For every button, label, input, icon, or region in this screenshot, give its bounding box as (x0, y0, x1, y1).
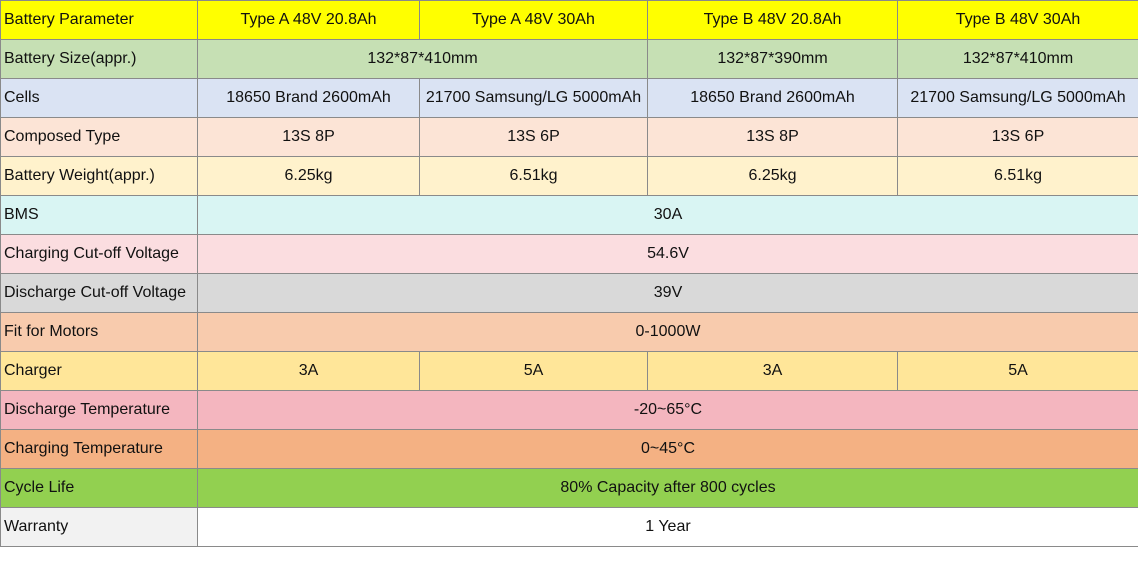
cell-value: 5A (897, 351, 1138, 391)
row-bms: BMS 30A (0, 195, 1138, 235)
row-label: Charger (0, 351, 198, 391)
cell-value: 54.6V (197, 234, 1138, 274)
header-type-a-20-8ah: Type A 48V 20.8Ah (197, 0, 420, 40)
row-label: Discharge Temperature (0, 390, 198, 430)
cell-value: 30A (197, 195, 1138, 235)
cell-value: 21700 Samsung/LG 5000mAh (419, 78, 648, 118)
cell-value: 6.51kg (897, 156, 1138, 196)
cell-value: 6.25kg (197, 156, 420, 196)
cell-value: 132*87*410mm (197, 39, 648, 79)
cell-value: 18650 Brand 2600mAh (197, 78, 420, 118)
row-warranty: Warranty 1 Year (0, 507, 1138, 547)
header-type-a-30ah: Type A 48V 30Ah (419, 0, 648, 40)
row-discharge-cutoff-voltage: Discharge Cut-off Voltage 39V (0, 273, 1138, 313)
row-label: Battery Weight(appr.) (0, 156, 198, 196)
row-label: Cycle Life (0, 468, 198, 508)
cell-value: 80% Capacity after 800 cycles (197, 468, 1138, 508)
row-cells: Cells 18650 Brand 2600mAh 21700 Samsung/… (0, 78, 1138, 118)
row-label: Composed Type (0, 117, 198, 157)
cell-value: 13S 8P (197, 117, 420, 157)
row-label: Discharge Cut-off Voltage (0, 273, 198, 313)
cell-value: 1 Year (197, 507, 1138, 547)
header-row: Battery Parameter Type A 48V 20.8Ah Type… (0, 0, 1138, 40)
cell-value: 21700 Samsung/LG 5000mAh (897, 78, 1138, 118)
row-charger: Charger 3A 5A 3A 5A (0, 351, 1138, 391)
cell-value: 5A (419, 351, 648, 391)
row-composed-type: Composed Type 13S 8P 13S 6P 13S 8P 13S 6… (0, 117, 1138, 157)
row-label: Cells (0, 78, 198, 118)
row-cycle-life: Cycle Life 80% Capacity after 800 cycles (0, 468, 1138, 508)
cell-value: 18650 Brand 2600mAh (647, 78, 898, 118)
row-label: Charging Temperature (0, 429, 198, 469)
header-parameter: Battery Parameter (0, 0, 198, 40)
row-charging-cutoff-voltage: Charging Cut-off Voltage 54.6V (0, 234, 1138, 274)
row-label: BMS (0, 195, 198, 235)
cell-value: 13S 8P (647, 117, 898, 157)
row-label: Warranty (0, 507, 198, 547)
row-label: Fit for Motors (0, 312, 198, 352)
row-fit-for-motors: Fit for Motors 0-1000W (0, 312, 1138, 352)
cell-value: 0~45°C (197, 429, 1138, 469)
cell-value: 13S 6P (419, 117, 648, 157)
row-discharge-temperature: Discharge Temperature -20~65°C (0, 390, 1138, 430)
cell-value: 6.25kg (647, 156, 898, 196)
cell-value: -20~65°C (197, 390, 1138, 430)
row-battery-weight: Battery Weight(appr.) 6.25kg 6.51kg 6.25… (0, 156, 1138, 196)
cell-value: 0-1000W (197, 312, 1138, 352)
cell-value: 132*87*410mm (897, 39, 1138, 79)
cell-value: 3A (197, 351, 420, 391)
row-charging-temperature: Charging Temperature 0~45°C (0, 429, 1138, 469)
cell-value: 6.51kg (419, 156, 648, 196)
row-battery-size: Battery Size(appr.) 132*87*410mm 132*87*… (0, 39, 1138, 79)
header-type-b-20-8ah: Type B 48V 20.8Ah (647, 0, 898, 40)
header-type-b-30ah: Type B 48V 30Ah (897, 0, 1138, 40)
battery-spec-table: Battery Parameter Type A 48V 20.8Ah Type… (0, 0, 1138, 547)
row-label: Charging Cut-off Voltage (0, 234, 198, 274)
cell-value: 132*87*390mm (647, 39, 898, 79)
row-label: Battery Size(appr.) (0, 39, 198, 79)
cell-value: 3A (647, 351, 898, 391)
cell-value: 39V (197, 273, 1138, 313)
cell-value: 13S 6P (897, 117, 1138, 157)
